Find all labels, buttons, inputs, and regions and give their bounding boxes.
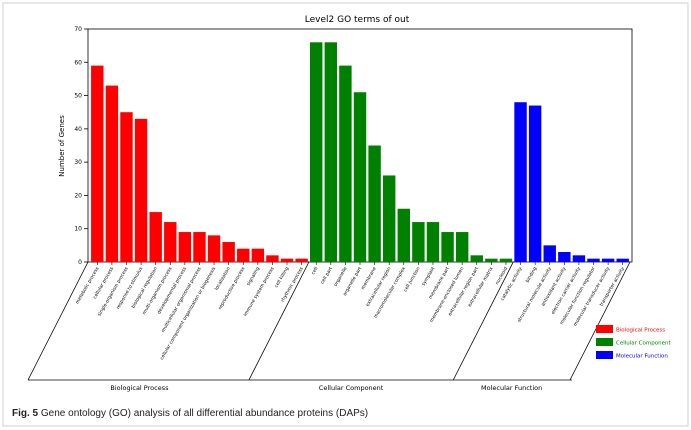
bar	[222, 242, 235, 262]
x-tick-label: binding	[525, 266, 539, 284]
x-tick-label: biological regulation	[130, 266, 159, 310]
bar	[149, 212, 162, 262]
x-tick-label: response to stimulus	[115, 265, 144, 310]
bar	[339, 65, 352, 262]
x-tick-label: reproductive process	[217, 265, 247, 310]
legend-label: Molecular Function	[616, 354, 668, 360]
legend-swatch	[596, 338, 613, 346]
bar	[485, 258, 498, 262]
x-tick-label: cell	[310, 266, 319, 276]
x-tick-label: extracellular region	[365, 266, 393, 308]
x-tick-label: cellular component organization or bioge…	[159, 265, 218, 361]
legend-label: Biological Process	[616, 328, 665, 334]
bar	[105, 85, 119, 262]
bar	[91, 65, 104, 262]
bar	[251, 248, 265, 262]
x-tick-label: extracellular matrix	[467, 266, 495, 308]
group-label: Molecular Function	[481, 384, 542, 392]
bar	[178, 232, 192, 262]
legend-swatch	[596, 351, 613, 359]
bar	[237, 248, 250, 262]
bar	[207, 235, 221, 262]
bar	[426, 222, 440, 262]
bar	[295, 258, 308, 262]
caption-text: Gene ontology (GO) analysis of all diffe…	[40, 408, 369, 419]
bar	[368, 145, 381, 262]
bar	[324, 42, 338, 263]
x-tick-label: cell killing	[274, 266, 291, 289]
bar	[616, 258, 629, 262]
bar	[499, 258, 513, 262]
bar	[120, 112, 133, 263]
x-tick-label: immune system process	[242, 265, 276, 317]
bar	[470, 255, 483, 262]
y-tick-label: 10	[74, 226, 82, 233]
figure-caption: Fig. 5 Gene ontology (GO) analysis of al…	[12, 408, 368, 419]
y-axis-label: Number of Genes	[58, 115, 66, 177]
bar	[441, 232, 454, 262]
group-divider	[569, 261, 631, 381]
group-divider	[452, 261, 514, 381]
y-tick-label: 30	[74, 159, 82, 166]
group-divider	[248, 261, 310, 381]
chart-title: Level2 GO terms of out	[305, 15, 410, 25]
y-tick-label: 40	[74, 126, 82, 133]
bar	[280, 258, 294, 262]
x-tick-label: cell part	[319, 266, 334, 285]
bar	[558, 252, 571, 262]
y-tick-label: 20	[74, 192, 82, 199]
x-tick-label: symplast	[421, 266, 437, 287]
bar	[353, 92, 367, 263]
bar	[266, 255, 279, 262]
bar	[572, 255, 586, 262]
x-tick-label: organelle	[333, 266, 349, 288]
bar	[412, 222, 425, 262]
group-label: Biological Process	[110, 384, 169, 392]
legend-swatch	[596, 325, 613, 333]
x-tick-label: signaling	[246, 266, 262, 287]
y-tick-label: 50	[74, 93, 82, 100]
legend-label: Cellular Component	[616, 341, 671, 347]
bar	[528, 105, 542, 262]
x-tick-label: nucleoid	[494, 266, 509, 286]
bar	[587, 258, 600, 262]
group-axis-edge	[27, 261, 89, 381]
bar	[193, 232, 206, 262]
bar	[455, 232, 469, 262]
bar	[382, 175, 396, 262]
x-tick-label: transporter activity	[599, 266, 627, 308]
caption-label: Fig. 5	[12, 408, 39, 419]
bar	[134, 118, 148, 263]
y-tick-label: 60	[74, 59, 82, 66]
bar	[310, 42, 323, 263]
y-tick-label: 0	[78, 259, 82, 266]
bar	[543, 245, 556, 262]
bar	[164, 222, 177, 262]
bar	[601, 258, 615, 262]
group-label: Cellular Component	[319, 384, 384, 392]
y-tick-label: 70	[74, 26, 82, 33]
bar	[514, 102, 527, 262]
legend: Biological Process Cellular Component Mole…	[596, 325, 671, 360]
bar	[397, 208, 410, 262]
